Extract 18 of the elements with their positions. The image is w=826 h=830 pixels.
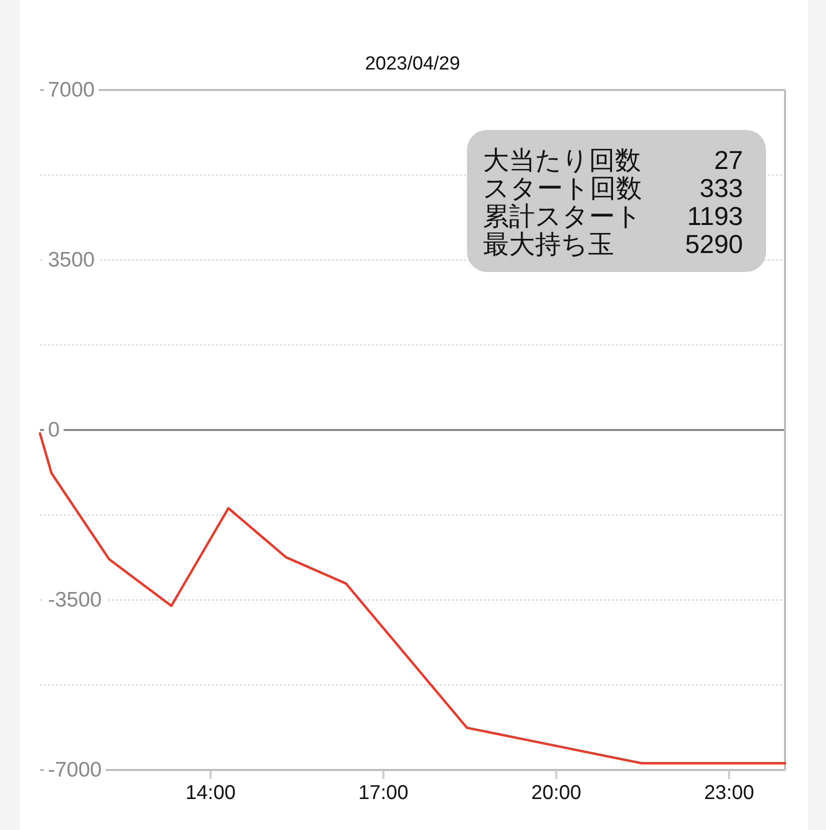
annotation: 累計スタート xyxy=(483,201,642,231)
chart-title: 2023/04/29 xyxy=(364,54,460,74)
x-tick-label: 20:00 xyxy=(531,782,582,804)
annotation: 最大持ち玉 xyxy=(483,229,614,259)
annotation: 大当たり回数 xyxy=(483,145,641,175)
annotation: 1193 xyxy=(687,201,743,231)
y-tick-label: 7000 xyxy=(48,78,95,102)
y-tick-label: -7000 xyxy=(48,758,102,782)
x-tick-label: 23:00 xyxy=(704,782,754,804)
annotation: 5290 xyxy=(685,229,743,259)
annotation: 333 xyxy=(700,173,743,203)
y-tick-label: -3500 xyxy=(48,588,102,612)
y-tick-label: 3500 xyxy=(48,248,95,272)
y-tick-label: 0 xyxy=(48,418,60,442)
annotation: 27 xyxy=(714,145,743,175)
annotation: スタート回数 xyxy=(483,173,642,203)
x-tick-label: 14:00 xyxy=(186,782,236,804)
x-tick-label: 17:00 xyxy=(358,782,408,804)
